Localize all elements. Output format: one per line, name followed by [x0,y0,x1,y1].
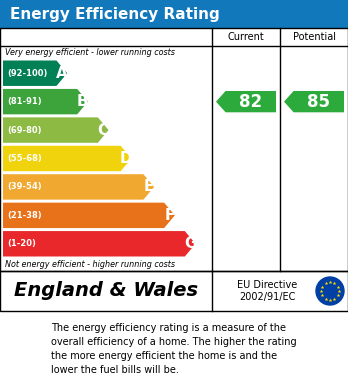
Text: G: G [184,236,196,251]
Text: E: E [144,179,154,194]
Polygon shape [216,91,276,112]
Text: B: B [77,94,88,109]
Text: C: C [98,122,109,138]
Text: (55-68): (55-68) [7,154,42,163]
Polygon shape [3,89,88,114]
Text: England & Wales: England & Wales [14,282,198,301]
Bar [0,28,348,271]
Text: EU Directive
2002/91/EC: EU Directive 2002/91/EC [237,280,297,302]
Text: Energy Efficiency Rating: Energy Efficiency Rating [10,7,220,22]
Text: F: F [164,208,175,223]
Text: (21-38): (21-38) [7,211,42,220]
Text: Very energy efficient - lower running costs: Very energy efficient - lower running co… [5,48,175,57]
Text: 82: 82 [239,93,262,111]
Text: D: D [120,151,132,166]
Polygon shape [3,61,67,86]
Text: (39-54): (39-54) [7,183,42,192]
Polygon shape [3,174,154,200]
Polygon shape [3,146,131,171]
Bar [0,271,348,311]
Text: Current: Current [228,32,264,42]
Text: (1-20): (1-20) [7,239,36,248]
Text: (92-100): (92-100) [7,69,47,78]
Text: 85: 85 [307,93,330,111]
Text: Potential: Potential [293,32,335,42]
Text: A: A [56,66,68,81]
Polygon shape [284,91,344,112]
Polygon shape [3,231,196,256]
Circle shape [316,277,344,305]
Text: The energy efficiency rating is a measure of the
overall efficiency of a home. T: The energy efficiency rating is a measur… [51,323,297,375]
Polygon shape [3,203,175,228]
Bar [0,0,348,28]
Polygon shape [3,117,109,143]
Text: (69-80): (69-80) [7,126,41,135]
Text: Not energy efficient - higher running costs: Not energy efficient - higher running co… [5,260,175,269]
Text: (81-91): (81-91) [7,97,42,106]
